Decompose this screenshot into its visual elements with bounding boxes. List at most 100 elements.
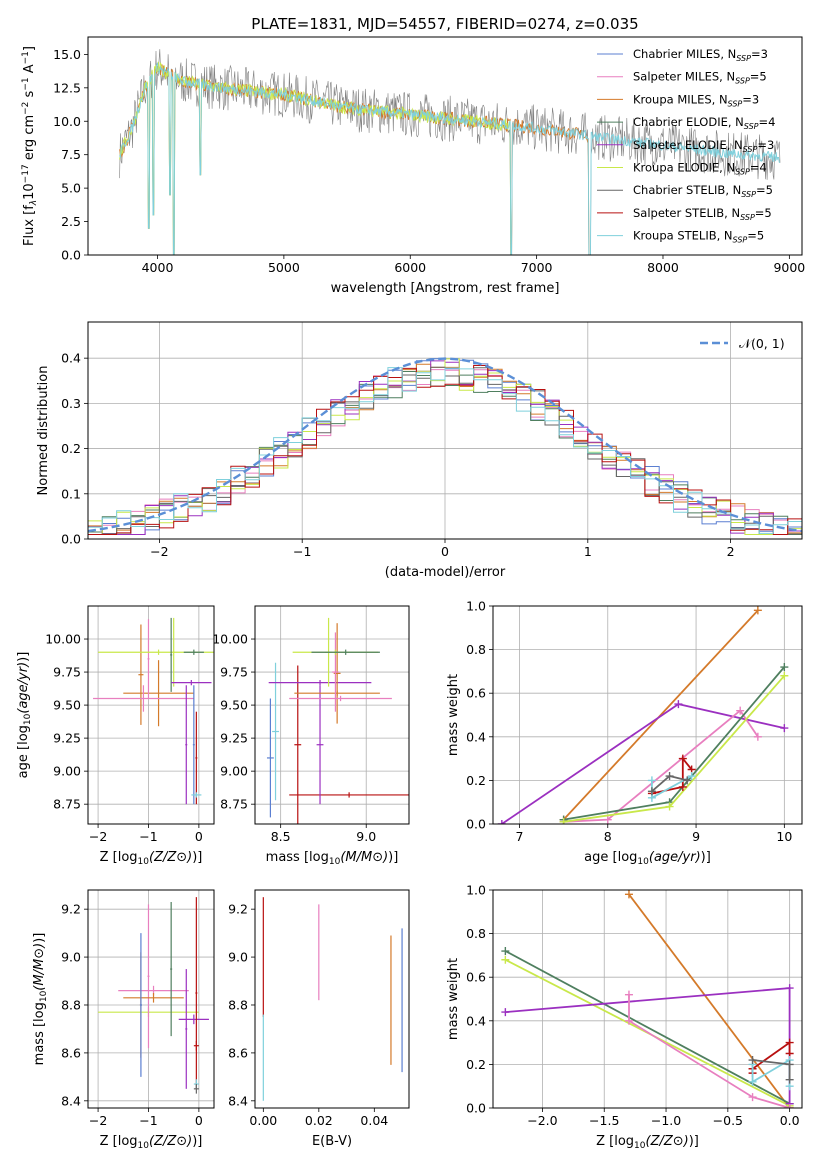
y-tick-label: 0.6 bbox=[466, 970, 486, 985]
weight-point-marker bbox=[678, 782, 687, 791]
panel-age_vs_mass: 8.5 9.0 8.75 9.00 9.25 9.50 9.75 10.00 mass [log… bbox=[212, 605, 410, 867]
panel-mass_vs_EBV: 0.00 0.02 0.04 8.4 8.6 8.8 9.0 9.2 E(B-V) bbox=[228, 889, 410, 1149]
y-tick-label: 9.75 bbox=[53, 665, 81, 680]
label-sub: 10 bbox=[138, 1141, 150, 1151]
weight-series-line bbox=[752, 1059, 791, 1080]
label-part: (age/yr) bbox=[16, 662, 31, 714]
x-tick-label: 4000 bbox=[142, 260, 174, 275]
x-tick-label: 8.5 bbox=[271, 829, 291, 844]
y-tick-label: 9.50 bbox=[53, 698, 81, 713]
y-tick-label: 0.3 bbox=[61, 396, 81, 411]
y-tick-label: 0.2 bbox=[61, 441, 81, 456]
plot-area bbox=[497, 606, 789, 824]
y-tick-label: 9.2 bbox=[228, 902, 248, 917]
label-part: (Z/Z⊙) bbox=[646, 1134, 689, 1149]
x-tick-label: −2 bbox=[89, 1113, 107, 1128]
legend-text: =4 bbox=[750, 161, 767, 175]
label-part: )] bbox=[16, 652, 31, 662]
histogram-salpeter_stelib bbox=[88, 365, 802, 535]
x-tick-label: 9.0 bbox=[356, 829, 376, 844]
y-axis-label: mass weight bbox=[446, 674, 461, 756]
legend-text: =5 bbox=[755, 206, 772, 220]
weight-point-marker bbox=[624, 1016, 633, 1025]
x-axis-label: Z [log10(Z/Z⊙))] bbox=[596, 1134, 699, 1151]
x-tick-label: −1 bbox=[293, 544, 311, 559]
label-part: Z [log bbox=[100, 850, 138, 865]
legend-label: Kroupa MILES, NSSP=3 bbox=[633, 92, 759, 108]
y-tick-label: 8.6 bbox=[61, 1045, 81, 1060]
weight-point-marker bbox=[665, 802, 674, 811]
x-tick-label: 7000 bbox=[521, 260, 553, 275]
x-axis-label: mass [log10(M/M⊙))] bbox=[266, 850, 399, 867]
y-tick-label: 8.75 bbox=[53, 797, 81, 812]
legend-text: Salpeter STELIB, N bbox=[633, 206, 740, 220]
label-part: )] bbox=[192, 1134, 202, 1149]
weight-point-marker bbox=[748, 1093, 757, 1102]
axes-frame bbox=[87, 321, 803, 540]
label-part: )] bbox=[689, 1134, 699, 1149]
label-sub: 10 bbox=[634, 1141, 646, 1151]
model-spectrum-miles bbox=[119, 64, 590, 255]
weight-point-marker bbox=[501, 947, 510, 956]
y-axis-label: mass [log10(M/M⊙))] bbox=[32, 933, 49, 1066]
axes-frame bbox=[254, 889, 410, 1109]
x-tick-label: 9000 bbox=[773, 260, 805, 275]
legend-label: 𝒩(0, 1) bbox=[739, 336, 785, 351]
legend-label: Chabrier MILES, NSSP=3 bbox=[633, 47, 768, 63]
legend-text: Kroupa MILES, N bbox=[633, 92, 728, 106]
x-tick-label: −1 bbox=[139, 1113, 157, 1128]
y-tick-label: 0.0 bbox=[466, 817, 486, 832]
x-tick-label: 2 bbox=[727, 544, 735, 559]
y-tick-label: 8.4 bbox=[61, 1093, 81, 1108]
normal-curve bbox=[88, 357, 802, 533]
axes-frame bbox=[254, 605, 410, 825]
weight-series-line bbox=[505, 987, 791, 1104]
x-axis-label: (data-model)/error bbox=[385, 565, 506, 580]
label-sub: 10 bbox=[138, 857, 150, 867]
x-tick-label: 1 bbox=[584, 544, 592, 559]
weight-point-marker bbox=[559, 817, 568, 824]
y-tick-label: 10.00 bbox=[45, 632, 81, 647]
x-tick-label: 0 bbox=[441, 544, 449, 559]
y-tick-label: 9.25 bbox=[53, 731, 81, 746]
x-tick-label: 0.00 bbox=[249, 1113, 277, 1128]
legend-sub: SSP bbox=[735, 77, 750, 86]
y-tick-label: 8.6 bbox=[228, 1045, 248, 1060]
plot-area bbox=[501, 890, 794, 1108]
legend-text: =5 bbox=[747, 229, 764, 243]
y-tick-label: 8.75 bbox=[220, 797, 248, 812]
x-tick-label: 0 bbox=[195, 1113, 203, 1128]
x-axis-label: E(B-V) bbox=[312, 1134, 352, 1149]
weight-point-marker bbox=[753, 732, 762, 741]
x-tick-label: 9 bbox=[692, 829, 700, 844]
legend-label: Kroupa ELODIE, NSSP=4 bbox=[633, 161, 767, 177]
weight-series-line bbox=[628, 893, 791, 1108]
weight-series-line bbox=[628, 994, 790, 1108]
weight-series-line bbox=[563, 666, 785, 821]
weight-point-marker bbox=[736, 706, 745, 715]
weight-point-marker bbox=[624, 890, 633, 899]
y-tick-label: 9.0 bbox=[228, 950, 248, 965]
label-part: (M/M⊙) bbox=[32, 943, 47, 991]
legend-label: Chabrier ELODIE, NSSP=4 bbox=[633, 115, 775, 131]
y-tick-label: 0.2 bbox=[466, 1057, 486, 1072]
model-spectrum-stelib bbox=[119, 62, 781, 255]
y-tick-label: 9.2 bbox=[61, 902, 81, 917]
y-tick-label: 9.25 bbox=[220, 731, 248, 746]
panel-residuals: −2 −1 0 1 2 0.0 0.1 0.2 0.3 0.4 (data-model)/error… bbox=[36, 321, 803, 580]
x-tick-label: 5000 bbox=[268, 260, 300, 275]
label-part: age [log bbox=[16, 725, 31, 778]
legend-text: =5 bbox=[750, 70, 767, 84]
y-tick-label: 0.4 bbox=[466, 729, 486, 744]
legend-sub: SSP bbox=[740, 213, 755, 222]
y-tick-label: 2.5 bbox=[61, 214, 81, 229]
legend-text: Salpeter ELODIE, N bbox=[633, 138, 743, 152]
y-axis-label: age [log10(age/yr))] bbox=[16, 652, 33, 779]
y-tick-label: 7.5 bbox=[61, 147, 81, 162]
panel-spectrum: 4000 5000 6000 7000 8000 9000 0.0 2.5 5.0 7.5 10.0… bbox=[21, 36, 805, 296]
label-part: )] bbox=[388, 850, 398, 865]
plot-area bbox=[266, 617, 409, 824]
legend-text: =3 bbox=[757, 138, 774, 152]
weight-series-line bbox=[504, 950, 791, 1105]
x-tick-label: −2 bbox=[89, 829, 107, 844]
